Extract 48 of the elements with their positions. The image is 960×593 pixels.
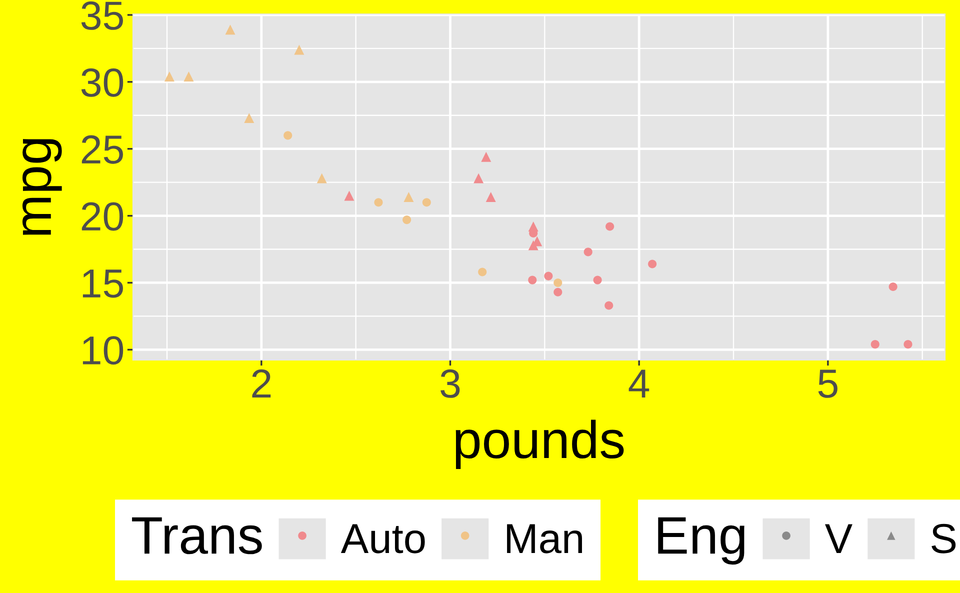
y-axis-title: mpg: [22, 139, 62, 235]
point: [870, 340, 880, 349]
legend-label: V: [825, 524, 852, 553]
legend-label: Man: [507, 524, 582, 554]
point: [422, 198, 431, 207]
y-tick-label: 25: [82, 135, 123, 164]
text: Eng: [658, 517, 744, 565]
point: [404, 192, 414, 202]
y-tick-label: 15: [82, 270, 123, 298]
point: [604, 301, 614, 310]
point: [244, 113, 254, 124]
y-tick-label: 10: [82, 336, 124, 365]
text: Trans: [132, 517, 262, 554]
point: [374, 198, 383, 207]
point: [544, 272, 553, 280]
point: [528, 221, 538, 232]
y-tick-label: 35: [81, 1, 123, 30]
point: [648, 260, 657, 268]
point: [584, 248, 592, 256]
point: [294, 44, 304, 55]
x-tick-label: 2: [252, 369, 271, 398]
point: [402, 216, 412, 224]
point: [486, 192, 496, 202]
legend-label: Auto: [340, 524, 425, 554]
point: [554, 288, 562, 296]
x-tick-label: 3: [440, 369, 460, 398]
point: [344, 190, 354, 201]
point: [481, 152, 492, 162]
point: [528, 276, 537, 284]
point: [888, 282, 898, 292]
point: [184, 72, 194, 82]
point: [554, 278, 562, 288]
legend-label: S: [932, 524, 956, 554]
x-tick-label: 5: [818, 370, 838, 398]
y-tick-label: 20: [82, 202, 124, 231]
point: [225, 24, 236, 35]
point: [316, 173, 327, 184]
point: [474, 173, 484, 184]
point: [593, 276, 602, 284]
point: [478, 268, 487, 276]
point: [528, 240, 538, 250]
point: [284, 131, 292, 140]
point: [904, 340, 912, 349]
point: [606, 222, 614, 231]
y-tick-label: 30: [81, 68, 124, 97]
x-tick-label: 4: [628, 370, 650, 398]
x-axis-title: pounds: [456, 420, 624, 469]
point: [164, 72, 174, 82]
